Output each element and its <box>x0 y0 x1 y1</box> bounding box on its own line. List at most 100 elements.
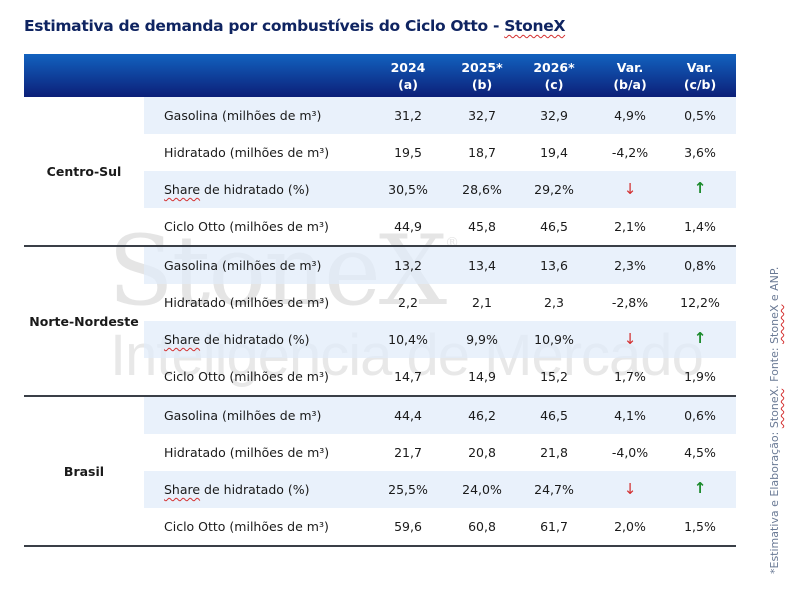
source-brand2: StoneX <box>768 304 781 344</box>
cell-value: 60,8 <box>468 519 496 534</box>
cell-value: 0,5% <box>684 108 716 123</box>
row-label-rest: de hidratado (%) <box>200 482 310 497</box>
cell-value: 59,6 <box>394 519 422 534</box>
cell-value: 61,7 <box>540 519 568 534</box>
cell-value: 1,5% <box>684 519 716 534</box>
cell-value: 2,0% <box>614 519 646 534</box>
cell-value: 13,6 <box>540 258 568 273</box>
region-label: Centro-Sul <box>46 164 122 179</box>
arrow-down-icon: ↓ <box>623 330 637 348</box>
cell-value: 15,2 <box>540 369 568 384</box>
row-label: Ciclo Otto (milhões de m³) <box>164 369 329 384</box>
header-line2: (b/a) <box>613 77 647 92</box>
row-label: Gasolina (milhões de m³) <box>164 108 322 123</box>
header-line1: 2024 <box>390 60 426 75</box>
header-line1: Var. <box>686 60 714 75</box>
cell-value: 13,4 <box>468 258 496 273</box>
cell-value: 10,9% <box>534 332 574 347</box>
cell-value: 31,2 <box>394 108 422 123</box>
cell-value: 21,8 <box>540 445 568 460</box>
arrow-up-icon: ↑ <box>693 179 707 197</box>
arrow-up-icon: ↑ <box>693 479 707 497</box>
header-line1: 2025* <box>461 60 503 75</box>
region-label: Brasil <box>63 464 105 479</box>
source-part1: *Estimativa e Elaboração: <box>768 428 781 574</box>
region-group: Brasil Gasolina (milhões de m³) 44,4 46,2 46… <box>24 397 736 547</box>
header-line2: (c) <box>544 77 564 92</box>
source-part3: e ANP. <box>768 266 781 305</box>
cell-value: 46,5 <box>540 408 568 423</box>
header-line1: Var. <box>616 60 644 75</box>
header-line2: (b) <box>471 77 493 92</box>
table-row: Gasolina (milhões de m³) 31,2 32,7 32,9 4,9%… <box>144 97 736 134</box>
row-label: Ciclo Otto (milhões de m³) <box>164 519 329 534</box>
cell-value: 44,4 <box>394 408 422 423</box>
arrow-down-icon: ↓ <box>623 480 637 498</box>
cell-value: 1,4% <box>684 219 716 234</box>
cell-value: 32,7 <box>468 108 496 123</box>
cell-value: 2,3 <box>544 295 564 310</box>
table-row: Hidratado (milhões de m³) 19,5 18,7 19,4 -4,… <box>144 134 736 171</box>
cell-value: 4,9% <box>614 108 646 123</box>
source-part2: . Fonte: <box>768 343 781 389</box>
cell-value: 0,6% <box>684 408 716 423</box>
cell-value: -4,0% <box>611 445 649 460</box>
cell-value: 20,8 <box>468 445 496 460</box>
row-label-rest: de hidratado (%) <box>200 332 310 347</box>
row-label-share: Share <box>164 332 201 347</box>
table-row: Share de hidratado (%) 30,5% 28,6% 29,2% ↓ ↑ <box>144 171 736 208</box>
cell-value: 45,8 <box>468 219 496 234</box>
title-brand: StoneX <box>504 17 566 35</box>
table-header: 2024 (a) 2025* (b) 2026* (c) Var. (b/a) Var.… <box>24 54 736 97</box>
region-label: Norte-Nordeste <box>29 314 139 329</box>
cell-value: 9,9% <box>466 332 498 347</box>
header-var-b-a: Var. (b/a) <box>590 59 670 93</box>
table-row: Share de hidratado (%) 25,5% 24,0% 24,7% ↓ ↑ <box>144 471 736 508</box>
header-var-c-b: Var. (c/b) <box>660 59 740 93</box>
row-label: Hidratado (milhões de m³) <box>164 145 330 160</box>
header-2026: 2026* (c) <box>514 59 594 93</box>
cell-value: 46,2 <box>468 408 496 423</box>
cell-value: 3,6% <box>684 145 716 160</box>
cell-value: 24,0% <box>462 482 502 497</box>
table-row: Ciclo Otto (milhões de m³) 59,6 60,8 61,7 2,… <box>144 508 736 545</box>
row-label: Hidratado (milhões de m³) <box>164 445 330 460</box>
cell-value: 30,5% <box>388 182 428 197</box>
region-group: Norte-Nordeste Gasolina (milhões de m³) 13… <box>24 247 736 397</box>
row-label: Hidratado (milhões de m³) <box>164 295 330 310</box>
cell-value: 4,5% <box>684 445 716 460</box>
arrow-up-icon: ↑ <box>693 329 707 347</box>
row-label: Gasolina (milhões de m³) <box>164 258 322 273</box>
row-label-share: Share <box>164 482 201 497</box>
cell-value: 2,1% <box>614 219 646 234</box>
table-row: Hidratado (milhões de m³) 21,7 20,8 21,8 -4,… <box>144 434 736 471</box>
cell-value: 14,7 <box>394 369 422 384</box>
cell-value: 19,5 <box>394 145 422 160</box>
cell-value: 1,9% <box>684 369 716 384</box>
cell-value: 24,7% <box>534 482 574 497</box>
cell-value: 12,2% <box>680 295 720 310</box>
table-row: Ciclo Otto (milhões de m³) 44,9 45,8 46,5 2,… <box>144 208 736 245</box>
row-label: Share de hidratado (%) <box>164 332 310 347</box>
header-line2: (c/b) <box>683 77 717 92</box>
cell-value: 2,3% <box>614 258 646 273</box>
table-row: Gasolina (milhões de m³) 44,4 46,2 46,5 4,1%… <box>144 397 736 434</box>
cell-value: 2,2 <box>398 295 418 310</box>
row-label: Gasolina (milhões de m³) <box>164 408 322 423</box>
cell-value: 32,9 <box>540 108 568 123</box>
cell-value: 46,5 <box>540 219 568 234</box>
cell-value: 2,1 <box>472 295 492 310</box>
table-row: Share de hidratado (%) 10,4% 9,9% 10,9% ↓ ↑ <box>144 321 736 358</box>
table-row: Ciclo Otto (milhões de m³) 14,7 14,9 15,2 1,… <box>144 358 736 395</box>
region-group: Centro-Sul Gasolina (milhões de m³) 31,2 32… <box>24 97 736 247</box>
arrow-down-icon: ↓ <box>623 180 637 198</box>
header-line2: (a) <box>398 77 418 92</box>
row-label: Share de hidratado (%) <box>164 482 310 497</box>
row-label-rest: de hidratado (%) <box>200 182 310 197</box>
cell-value: 18,7 <box>468 145 496 160</box>
source-note: *Estimativa e Elaboração: StoneX. Fonte:… <box>768 267 781 574</box>
cell-value: 25,5% <box>388 482 428 497</box>
title-text: Estimativa de demanda por combustíveis d… <box>24 17 505 35</box>
header-2024: 2024 (a) <box>368 59 448 93</box>
cell-value: 13,2 <box>394 258 422 273</box>
